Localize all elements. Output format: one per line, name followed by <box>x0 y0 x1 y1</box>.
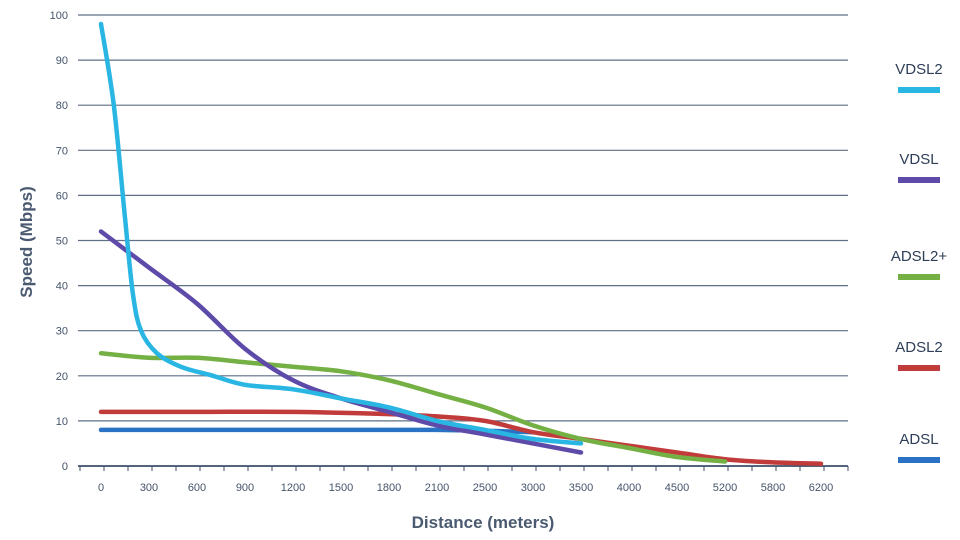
y-tick-label: 70 <box>56 145 68 157</box>
x-tick-label: 1800 <box>377 482 401 494</box>
legend-label: ADSL <box>899 431 938 448</box>
y-tick-label: 20 <box>56 371 68 383</box>
legend: VDSL2 VDSL ADSL2+ ADSL2 ADSL <box>891 61 948 463</box>
x-tick-label: 0 <box>98 482 104 494</box>
series-line-adsl2 <box>98 409 824 466</box>
x-tick-label: 2500 <box>473 482 497 494</box>
legend-label: VDSL2 <box>895 61 943 78</box>
y-tick-labels: 0 10 20 30 40 50 60 70 80 90 100 <box>50 10 68 473</box>
y-tick-label: 0 <box>62 461 68 473</box>
y-tick-label: 100 <box>50 10 68 22</box>
legend-swatch <box>898 365 940 371</box>
series-line-adsl2-plus <box>98 351 728 464</box>
series-lines <box>98 21 824 466</box>
series-line-vdsl2 <box>98 21 584 446</box>
y-tick-label: 40 <box>56 281 68 293</box>
x-tick-label: 3000 <box>521 482 545 494</box>
series-line-vdsl <box>98 229 584 455</box>
y-axis-title: Speed (Mbps) <box>17 186 36 297</box>
x-axis: 0 300 600 900 1200 1500 1800 2100 2500 3000 3500 40… <box>78 465 849 494</box>
legend-swatch <box>898 457 940 463</box>
y-tick-label: 60 <box>56 190 68 202</box>
x-tick-label: 600 <box>188 482 206 494</box>
x-tick-label: 1200 <box>281 482 305 494</box>
x-tick-label: 5200 <box>713 482 737 494</box>
x-tick-label: 3500 <box>569 482 593 494</box>
y-tick-label: 30 <box>56 326 68 338</box>
y-tick-label: 80 <box>56 100 68 112</box>
y-tick-label: 50 <box>56 236 68 248</box>
legend-label: ADSL2+ <box>891 248 948 265</box>
y-tick-label: 10 <box>56 416 68 428</box>
x-tick-label: 5800 <box>761 482 785 494</box>
y-tick-label: 90 <box>56 55 68 67</box>
x-tick-label: 4500 <box>665 482 689 494</box>
x-tick-label: 900 <box>236 482 254 494</box>
grid-lines <box>78 14 848 467</box>
legend-label: VDSL <box>899 151 938 168</box>
legend-swatch <box>898 87 940 93</box>
x-axis-title: Distance (meters) <box>412 513 555 532</box>
x-tick-label: 300 <box>140 482 158 494</box>
legend-label: ADSL2 <box>895 339 943 356</box>
legend-swatch <box>898 177 940 183</box>
x-tick-label: 4000 <box>617 482 641 494</box>
x-tick-label: 2100 <box>425 482 449 494</box>
x-tick-label: 1500 <box>329 482 353 494</box>
legend-swatch <box>898 274 940 280</box>
x-tick-label: 6200 <box>809 482 833 494</box>
